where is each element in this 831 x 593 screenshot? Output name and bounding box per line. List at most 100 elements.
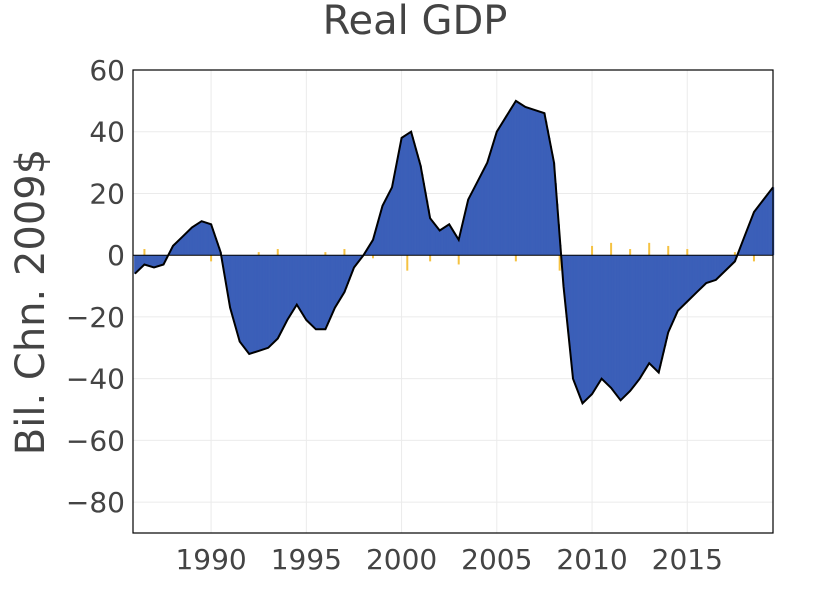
- gap-bar: [294, 255, 297, 308]
- gap-bar: [730, 255, 733, 265]
- gap-bar: [343, 255, 346, 293]
- gap-bar: [270, 255, 273, 345]
- gap-bar: [365, 250, 368, 256]
- gap-bar: [700, 255, 703, 288]
- gap-bar: [188, 230, 191, 256]
- gap-bar: [643, 255, 646, 371]
- gap-bar: [627, 255, 630, 393]
- gap-bar: [262, 255, 265, 350]
- gap-bar: [151, 255, 154, 268]
- gap-bar: [142, 255, 145, 267]
- gap-bar: [218, 247, 221, 256]
- gap-bar: [307, 255, 310, 322]
- gap-bar: [211, 228, 214, 256]
- gap-bar: [584, 255, 587, 401]
- gap-bar: [232, 255, 235, 319]
- gap-bar: [162, 255, 165, 265]
- gap-bar: [210, 224, 213, 256]
- gap-bar: [334, 255, 337, 308]
- x-tick-label: 2000: [366, 543, 437, 576]
- gap-bar: [403, 135, 406, 256]
- gap-bar: [699, 255, 702, 290]
- gap-bar: [376, 222, 379, 256]
- revision-bar: [343, 249, 346, 256]
- gap-bar: [726, 255, 729, 270]
- gap-bar: [524, 107, 527, 256]
- gap-bar: [642, 255, 645, 374]
- gap-bar: [754, 209, 757, 256]
- gap-bar: [180, 238, 183, 256]
- gap-bar: [276, 255, 279, 339]
- gap-bar: [467, 199, 470, 256]
- gap-bar: [562, 255, 565, 287]
- gap-bar: [353, 255, 356, 268]
- gap-bar: [596, 255, 599, 387]
- y-axis-label: Bil. Chn. 2009$: [8, 149, 54, 455]
- gap-bar: [267, 255, 270, 348]
- gap-bar: [475, 184, 478, 256]
- gap-bar: [202, 221, 205, 256]
- gap-bar: [602, 255, 605, 381]
- gap-bar: [740, 244, 743, 256]
- gap-bar: [327, 255, 330, 323]
- gap-bar: [199, 222, 202, 256]
- gap-bar: [454, 234, 457, 256]
- gap-bar: [200, 221, 203, 256]
- gap-bar: [527, 108, 530, 256]
- revision-bar: [210, 255, 213, 262]
- gap-bar: [280, 255, 283, 333]
- gap-bar: [146, 255, 149, 266]
- gap-bar: [769, 191, 772, 256]
- gap-bar: [176, 241, 179, 256]
- gap-bar: [581, 255, 584, 404]
- gap-bar: [589, 255, 592, 396]
- gap-bar: [711, 255, 714, 281]
- gap-bar: [289, 255, 292, 315]
- gap-bar: [421, 174, 424, 256]
- gap-bar: [430, 220, 433, 256]
- gap-bar: [638, 255, 641, 379]
- gap-bar: [315, 255, 318, 330]
- gap-bar: [284, 255, 287, 324]
- gap-bar: [359, 255, 362, 260]
- gap-bar: [321, 255, 324, 330]
- gap-bar: [637, 255, 640, 381]
- gap-bar: [134, 255, 137, 274]
- gap-bar: [692, 255, 695, 296]
- gap-bar: [764, 197, 767, 256]
- gap-bar: [318, 255, 321, 330]
- gap-bar: [732, 255, 735, 263]
- gap-bar: [292, 255, 295, 310]
- gap-bar: [446, 225, 449, 256]
- gap-bar: [319, 255, 322, 330]
- gap-bar: [640, 255, 643, 377]
- gap-bar: [510, 108, 513, 256]
- gap-bar: [572, 255, 575, 379]
- gap-bar: [646, 255, 649, 366]
- gap-bar: [697, 255, 700, 291]
- y-tick-label: 20: [89, 177, 125, 210]
- gap-bar: [569, 255, 572, 348]
- gap-bar: [148, 255, 151, 267]
- gap-bar: [473, 187, 476, 256]
- revision-bar: [143, 249, 146, 256]
- gap-bar: [207, 223, 210, 256]
- gap-bar: [383, 202, 386, 256]
- gap-bar: [411, 137, 414, 256]
- gap-bar: [594, 255, 597, 389]
- gap-bar: [234, 255, 237, 325]
- gap-bar: [326, 255, 329, 326]
- gap-bar: [300, 255, 303, 313]
- gap-bar: [164, 255, 167, 262]
- gap-bar: [224, 255, 227, 280]
- gap-bar: [657, 255, 660, 373]
- gap-bar: [484, 165, 487, 256]
- gap-bar: [616, 255, 619, 397]
- gap-bar: [753, 211, 756, 256]
- gap-bar: [457, 239, 460, 256]
- gap-bar: [384, 199, 387, 256]
- gap-bar: [670, 255, 673, 326]
- gap-bar: [599, 255, 602, 382]
- gap-bar: [410, 131, 413, 256]
- gap-bar: [215, 238, 218, 256]
